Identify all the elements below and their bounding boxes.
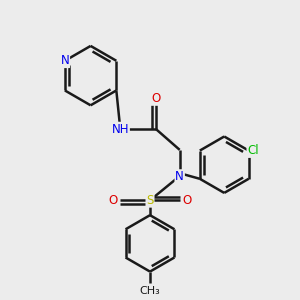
Text: CH₃: CH₃: [140, 286, 160, 296]
Text: Cl: Cl: [247, 144, 259, 157]
Text: S: S: [146, 194, 154, 207]
Text: O: O: [183, 194, 192, 207]
Text: O: O: [108, 194, 117, 207]
Text: NH: NH: [112, 123, 129, 136]
Text: O: O: [151, 92, 160, 105]
Text: N: N: [61, 54, 69, 67]
Text: N: N: [175, 170, 184, 183]
